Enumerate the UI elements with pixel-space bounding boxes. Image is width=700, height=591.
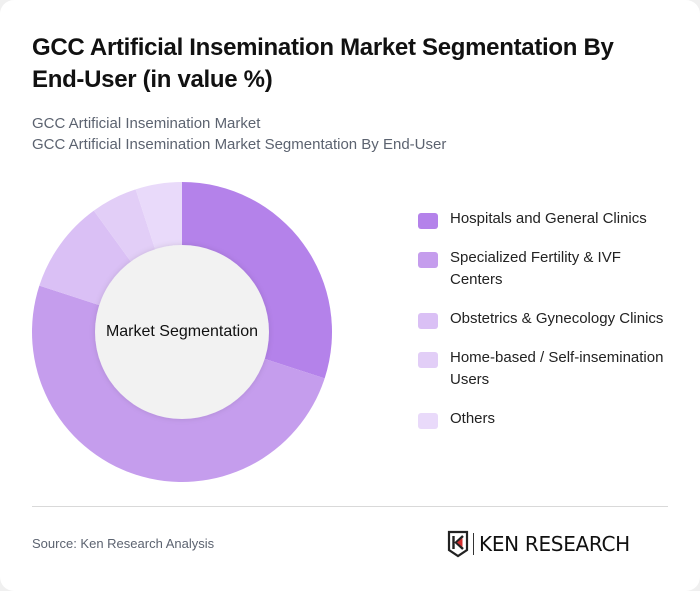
- legend-item-fertility-ivf[interactable]: Specialized Fertility & IVF Centers: [418, 247, 668, 291]
- legend-item-hospitals[interactable]: Hospitals and General Clinics: [418, 208, 668, 230]
- legend-label: Home-based / Self-insemination Users: [450, 349, 664, 388]
- legend-item-obgyn[interactable]: Obstetrics & Gynecology Clinics: [418, 308, 668, 330]
- donut-hole: [95, 245, 269, 419]
- subtitle-line-segmentation: GCC Artificial Insemination Market Segme…: [32, 136, 447, 153]
- ken-shield-icon: [447, 530, 469, 558]
- source-note: Source: Ken Research Analysis: [32, 536, 215, 551]
- legend-item-home-based[interactable]: Home-based / Self-insemination Users: [418, 347, 668, 391]
- donut-svg: [32, 182, 332, 482]
- footer-divider: [32, 506, 668, 507]
- donut-chart: Market Segmentation: [32, 182, 332, 482]
- legend-label: Hospitals and General Clinics: [450, 210, 647, 227]
- legend-label: Obstetrics & Gynecology Clinics: [450, 310, 664, 327]
- legend-swatch-icon: [418, 213, 438, 229]
- legend-swatch-icon: [418, 252, 438, 268]
- legend-swatch-icon: [418, 313, 438, 329]
- chart-subtitle: GCC Artificial Insemination Market GCC A…: [32, 113, 672, 155]
- logo-text: KEN RESEARCH: [479, 532, 630, 556]
- legend-label: Others: [450, 410, 496, 427]
- subtitle-line-market: GCC Artificial Insemination Market: [32, 115, 261, 132]
- legend-label: Specialized Fertility & IVF Centers: [450, 249, 621, 288]
- chart-title: GCC Artificial Insemination Market Segme…: [32, 34, 614, 93]
- legend-item-others[interactable]: Others: [418, 408, 668, 430]
- legend-swatch-icon: [418, 413, 438, 429]
- legend: Hospitals and General Clinics Specialize…: [418, 208, 668, 430]
- ken-research-logo: KEN RESEARCH: [447, 530, 630, 558]
- logo-divider: [473, 533, 474, 555]
- legend-swatch-icon: [418, 352, 438, 368]
